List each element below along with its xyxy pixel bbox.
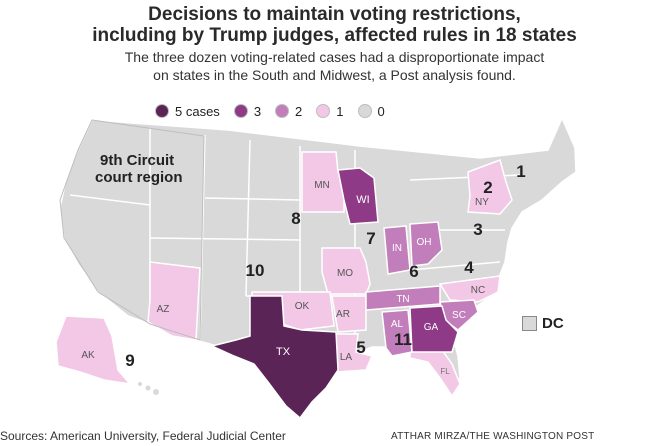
legend-item-0: 0 [357, 103, 385, 119]
state-wi [337, 167, 379, 225]
circuit-7: 7 [366, 229, 375, 248]
circuit-8: 8 [291, 209, 300, 228]
circuit-1: 1 [516, 162, 525, 181]
legend-label-2: 2 [295, 103, 303, 119]
state-label-la: LA [340, 352, 353, 363]
state-label-oh: OH [417, 237, 432, 248]
state-ny [467, 159, 513, 215]
state-fl [409, 349, 461, 398]
state-az [147, 261, 201, 341]
chart-subtitle: The three dozen voting-related cases had… [0, 48, 669, 84]
hawaii [138, 382, 159, 395]
title-line-1: Decisions to maintain voting restriction… [148, 4, 521, 25]
state-label-ny: NY [475, 197, 489, 208]
circuit-5: 5 [356, 338, 365, 357]
state-in [383, 225, 411, 275]
state-ak [55, 315, 132, 386]
legend-label-5: 5 cases [175, 103, 220, 119]
legend: 5 cases 3 2 1 0 [155, 102, 399, 120]
dc-swatch [522, 316, 537, 331]
circuit-numbers: 1 2 3 4 5 6 7 8 9 10 11 [125, 162, 525, 370]
subtitle-line-2: on states in the South and Midwest, a Po… [153, 67, 516, 83]
circuit-2: 2 [483, 178, 492, 197]
legend-swatch-1 [316, 104, 331, 118]
legend-swatch-5 [155, 104, 169, 118]
ninth-circuit-annotation: 9th Circuit court region [95, 152, 183, 186]
legend-swatch-0 [357, 104, 372, 118]
chart-title: Decisions to maintain voting restriction… [0, 4, 669, 46]
state-label-ak: AK [81, 350, 95, 361]
credit: ATTHAR MIRZA/THE WASHINGTON POST [391, 431, 595, 442]
state-label-mn: MN [314, 180, 330, 191]
state-label-nc: NC [471, 285, 485, 296]
legend-label-3: 3 [253, 103, 262, 119]
state-label-al: AL [391, 319, 404, 330]
legend-item-3: 3 [233, 103, 262, 119]
state-labels: WI MN NY IN OH MO OK AR TN NC SC AL GA L… [81, 180, 489, 376]
state-label-tx: TX [276, 346, 291, 358]
ninth-circuit-line-1: 9th Circuit [100, 152, 174, 169]
state-label-mo: MO [337, 268, 353, 279]
circuit-6: 6 [409, 262, 418, 281]
legend-swatch-3 [233, 104, 248, 118]
state-label-sc: SC [452, 310, 466, 321]
state-mo [321, 247, 371, 295]
dc-legend: DC [522, 315, 564, 332]
state-label-fl: FL [440, 367, 450, 376]
legend-label-1: 1 [336, 103, 344, 119]
circuit-10: 10 [246, 261, 265, 280]
circuit-3: 3 [473, 220, 482, 239]
dc-label: DC [542, 315, 564, 332]
legend-item-2: 2 [275, 104, 302, 119]
state-label-ar: AR [336, 309, 350, 320]
ninth-circuit-line-2: court region [95, 169, 183, 186]
state-nc [438, 275, 501, 303]
title-line-2: including by Trump judges, affected rule… [92, 25, 577, 46]
state-label-ga: GA [424, 322, 439, 333]
subtitle-line-1: The three dozen voting-related cases had… [124, 49, 545, 65]
circuit-9: 9 [125, 351, 134, 370]
state-ga [409, 305, 459, 353]
state-al [381, 309, 413, 357]
legend-item-1: 1 [316, 103, 344, 119]
state-label-ok: OK [295, 301, 310, 312]
legend-item-5: 5 cases [155, 104, 220, 119]
circuit-11: 11 [394, 330, 412, 349]
source-note: Sources: American University, Federal Ju… [0, 429, 286, 443]
state-ar [331, 295, 367, 333]
state-label-az: AZ [157, 304, 170, 315]
state-oh [409, 221, 443, 267]
legend-swatch-2 [275, 104, 290, 118]
state-label-wi: WI [356, 194, 369, 206]
circuit-4: 4 [464, 258, 474, 277]
state-label-in: IN [392, 243, 402, 254]
ninth-circuit-outline [59, 119, 205, 341]
state-label-tn: TN [396, 294, 409, 305]
legend-label-0: 0 [377, 103, 385, 119]
state-tx [209, 295, 339, 420]
